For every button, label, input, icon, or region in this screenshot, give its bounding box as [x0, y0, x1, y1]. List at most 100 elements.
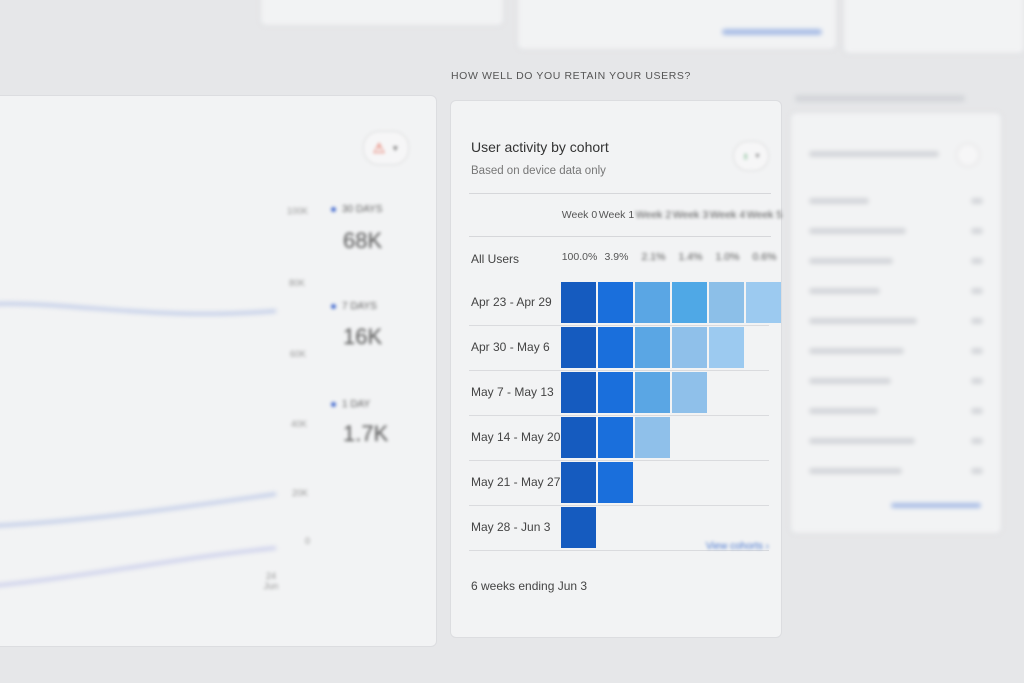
insights-dropdown-button[interactable]: ♁ ▼ [733, 141, 769, 171]
cohort-cell[interactable] [635, 417, 670, 458]
cohort-cell[interactable] [635, 327, 670, 368]
cohort-cell[interactable] [746, 282, 781, 323]
right-list-item [809, 438, 915, 444]
row-divider [469, 460, 769, 461]
right-list-value [971, 318, 983, 324]
alert-dropdown-button[interactable]: ⚠ ▼ [363, 131, 409, 165]
series-line-7-days [0, 492, 277, 528]
cohort-cell[interactable] [635, 282, 670, 323]
card-subtitle: Based on device data only [471, 165, 606, 177]
top-card-3 [843, 0, 1024, 54]
row-divider [469, 550, 769, 551]
right-list-value [971, 258, 983, 264]
cohort-row-label: May 14 - May 20 [471, 430, 561, 444]
right-section-title [795, 95, 965, 102]
legend-label: 7 DAYS [342, 301, 377, 312]
chevron-down-icon: ▼ [391, 143, 400, 153]
y-tick: 60K [290, 349, 307, 359]
cohort-cell[interactable] [709, 282, 744, 323]
legend-value-7-days: 16K [343, 324, 383, 349]
right-list-value [971, 468, 983, 474]
date-range-footer: 6 weeks ending Jun 3 [471, 579, 588, 593]
view-cohorts-link[interactable]: View cohorts › [705, 541, 769, 552]
all-users-value: 1.0% [715, 251, 740, 263]
right-card-title [809, 151, 939, 157]
section-title: HOW WELL DO YOU RETAIN YOUR USERS? [451, 70, 691, 82]
series-line-1-day [0, 546, 277, 587]
legend-30-days: 30 DAYS [331, 204, 382, 215]
row-divider [469, 325, 769, 326]
cohort-cell[interactable] [672, 327, 707, 368]
card-title: User activity by cohort [471, 139, 609, 155]
y-tick: 100K [287, 206, 309, 216]
legend-1-day: 1 DAY [331, 399, 370, 410]
cohort-cell[interactable] [598, 327, 633, 368]
legend-value-1-day: 1.7K [343, 421, 389, 446]
cohort-cell[interactable] [561, 282, 596, 323]
cohort-cell[interactable] [598, 417, 633, 458]
right-list-value [971, 348, 983, 354]
cohort-cell[interactable] [598, 282, 633, 323]
legend-dot [331, 401, 336, 407]
cohort-cell[interactable] [635, 372, 670, 413]
right-card [790, 112, 1002, 534]
right-card-link[interactable] [891, 503, 981, 508]
right-card-menu-button[interactable] [956, 143, 980, 167]
cohort-card: User activity by cohort Based on device … [450, 100, 782, 638]
cohort-row-label: Apr 30 - May 6 [471, 340, 550, 354]
row-divider [469, 370, 769, 371]
right-list-value [971, 198, 983, 204]
legend-value-30-days: 68K [343, 228, 383, 253]
all-users-value: 3.9% [604, 251, 629, 263]
right-list-item [809, 318, 917, 324]
cohort-cell[interactable] [561, 462, 596, 503]
right-list-value [971, 378, 983, 384]
right-list-value [971, 288, 983, 294]
warning-icon: ⚠ [372, 139, 386, 156]
cohort-row-label: May 21 - May 27 [471, 475, 561, 489]
divider [469, 193, 771, 194]
row-divider [469, 415, 769, 416]
active-users-card: ⚠ ▼ 100K 80K 60K 40K 20K 0 24 Jun 30 DAYS… [0, 95, 437, 647]
week-column-header: Week 5 [746, 209, 783, 221]
legend-dot [331, 206, 336, 212]
week-column-header: Week 0 [561, 209, 598, 221]
legend-7-days: 7 DAYS [331, 301, 377, 312]
divider [469, 236, 771, 237]
insights-icon: ♁ [741, 149, 751, 163]
all-users-value: 2.1% [641, 251, 666, 263]
all-users-value: 1.4% [678, 251, 703, 263]
right-list-item [809, 258, 893, 264]
right-list-value [971, 228, 983, 234]
right-list-value [971, 408, 983, 414]
cohort-cell[interactable] [672, 282, 707, 323]
right-list-item [809, 348, 904, 354]
right-list-item [809, 228, 906, 234]
cohort-cell[interactable] [598, 462, 633, 503]
cohort-cell[interactable] [561, 417, 596, 458]
cohort-cell[interactable] [561, 327, 596, 368]
right-list-value [971, 438, 983, 444]
cohort-cell[interactable] [672, 372, 707, 413]
x-tick: 24 Jun [263, 571, 279, 591]
top-card-2 [517, 0, 837, 50]
top-card-1 [260, 0, 504, 26]
cohort-cell[interactable] [598, 372, 633, 413]
cohort-cell[interactable] [561, 507, 596, 548]
y-tick: 0 [305, 536, 311, 546]
top-card-link[interactable] [722, 29, 822, 35]
cohort-cell[interactable] [561, 372, 596, 413]
chevron-down-icon: ▼ [754, 152, 761, 160]
cohort-row-label: Apr 23 - Apr 29 [471, 295, 552, 309]
y-tick: 20K [292, 488, 309, 498]
cohort-cell[interactable] [709, 327, 744, 368]
right-list-item [809, 408, 878, 414]
right-list-item [809, 468, 902, 474]
week-column-header: Week 1 [598, 209, 635, 221]
right-list-item [809, 378, 891, 384]
right-list-item [809, 198, 869, 204]
right-list-item [809, 288, 880, 294]
y-tick: 40K [291, 419, 308, 429]
week-column-header: Week 3 [672, 209, 709, 221]
all-users-value: 100.0% [561, 251, 598, 263]
